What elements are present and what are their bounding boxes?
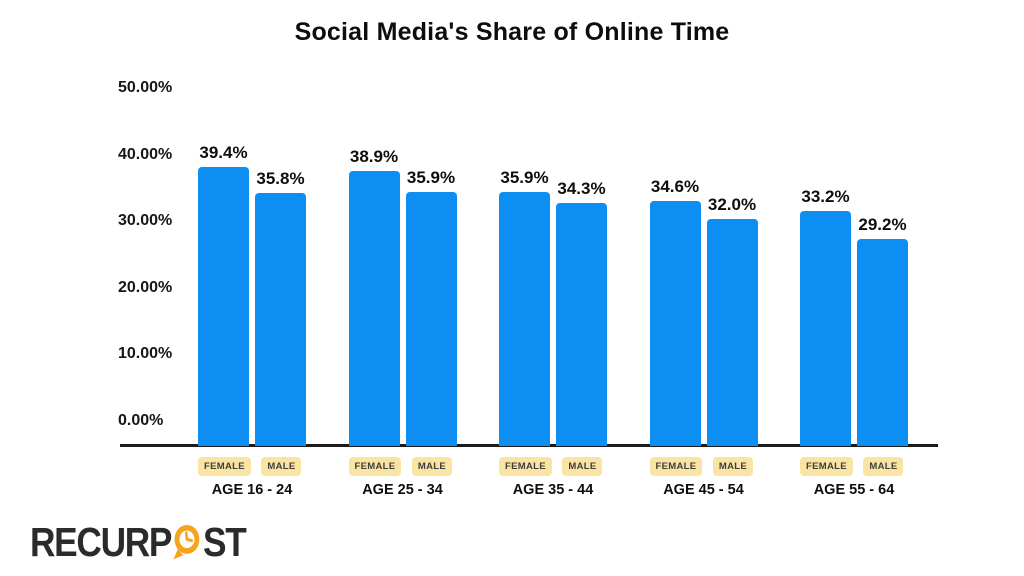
bar-male [556, 203, 607, 446]
bar-male [255, 192, 306, 446]
bar-value-label: 32.0% [707, 195, 757, 215]
y-axis-tick: 10.00% [118, 345, 173, 362]
bar-value-label: 34.6% [650, 177, 700, 196]
bar-value-label: 35.8% [256, 168, 305, 188]
legend-badge-female: FEMALE [198, 457, 251, 476]
bar-female [348, 170, 400, 446]
bar-group-age-35-44: 35.9% 34.3% [499, 168, 607, 446]
x-axis-category-label: AGE 25 - 34 [362, 482, 443, 498]
x-axis-category-label: AGE 16 - 24 [211, 482, 293, 498]
legend-badge-female: FEMALE [800, 457, 853, 476]
y-axis-tick: 0.00% [118, 412, 164, 429]
y-axis-tick: 50.00% [118, 79, 173, 96]
legend-badge-female: FEMALE [348, 457, 402, 476]
bar-female [800, 210, 851, 446]
clock-icon [173, 524, 200, 560]
bar-female [649, 201, 701, 446]
y-axis-tick: 20.00% [118, 279, 173, 296]
legend-badge-male: MALE [562, 457, 603, 476]
y-axis-tick: 40.00% [118, 146, 173, 163]
bar-value-label: 39.4% [199, 143, 248, 162]
bar-value-label: 35.9% [406, 167, 456, 187]
legend-badge-male: MALE [863, 457, 904, 476]
bar-group-age-55-64: 33.2% 29.2% [800, 187, 908, 446]
chart-title: Social Media's Share of Online Time [294, 18, 730, 46]
bar-male [706, 219, 758, 446]
bar-value-label: 38.9% [349, 146, 399, 166]
x-axis-category-label: AGE 35 - 44 [512, 482, 594, 498]
x-axis-category-label: AGE 55 - 64 [813, 482, 895, 498]
bar-female [198, 167, 249, 446]
bar-male [405, 191, 457, 446]
y-axis-tick: 30.00% [118, 212, 173, 229]
logo-text-part2: ST [202, 519, 247, 565]
logo-text-part1: RECURP [30, 519, 172, 565]
bar-female [499, 191, 550, 446]
legend-badge-male: MALE [411, 457, 452, 476]
legend-badge-female: FEMALE [499, 457, 552, 476]
bar-value-label: 34.3% [557, 179, 606, 199]
x-axis-labels: FEMALE MALE AGE 16 - 24 FEMALE MALE AGE … [198, 456, 908, 498]
bar-group-age-45-54: 34.6% 32.0% [649, 177, 758, 446]
bar-value-label: 35.9% [500, 167, 549, 187]
bar-group-age-16-24: 39.4% 35.8% [198, 143, 306, 446]
bar-male [857, 239, 908, 446]
bar-value-label: 33.2% [801, 186, 850, 206]
bar-group-age-25-34: 38.9% 35.9% [348, 146, 457, 446]
recurpost-logo: RECURP ST [30, 519, 247, 565]
legend-badge-male: MALE [261, 457, 302, 476]
x-axis-category-label: AGE 45 - 54 [663, 482, 744, 498]
bars-area: 39.4% 35.8% 38.9% 35.9% 35.9% [198, 0, 908, 446]
legend-badge-male: MALE [712, 457, 753, 476]
legend-badge-female: FEMALE [649, 457, 703, 476]
bar-value-label: 29.2% [858, 215, 907, 235]
